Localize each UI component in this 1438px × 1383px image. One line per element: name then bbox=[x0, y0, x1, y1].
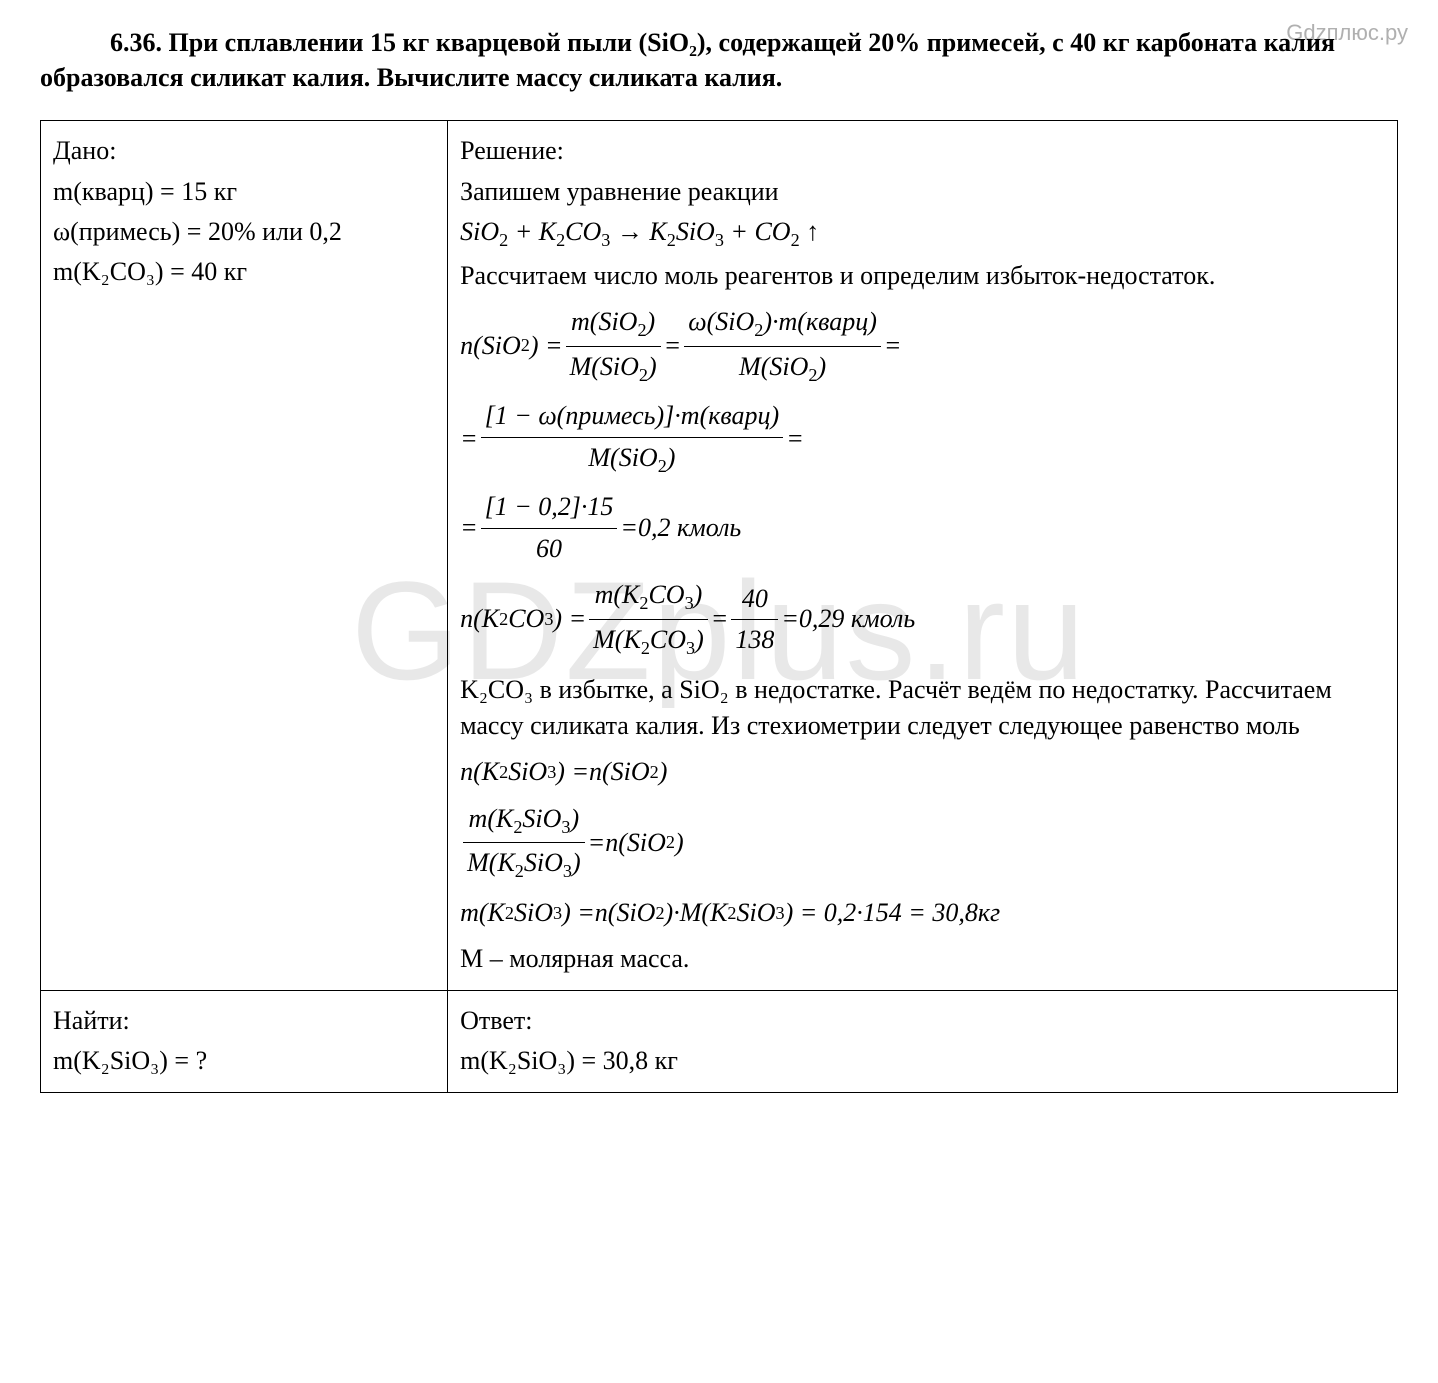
frac-num: 40 bbox=[731, 581, 778, 620]
find-line: m(K₂SiO₃) = ? bbox=[53, 1043, 435, 1079]
given-line: m(K₂CO₃) = 40 кг bbox=[53, 254, 435, 290]
problem-statement: 6.36. При сплавлении 15 кг кварцевой пыл… bbox=[40, 25, 1398, 95]
problem-text: При сплавлении 15 кг кварцевой пыли (SiO… bbox=[40, 28, 1335, 92]
given-line: ω(примесь) = 20% или 0,2 bbox=[53, 214, 435, 250]
solution-step: Рассчитаем число моль реагентов и опреде… bbox=[460, 258, 1385, 294]
find-cell: Найти: m(K₂SiO₃) = ? bbox=[41, 990, 448, 1092]
equation-impurity: = [1 − ω(примесь)]·m(кварц) M(SiO2) = bbox=[460, 398, 1385, 479]
result-value: 0,29 кмоль bbox=[799, 601, 915, 637]
solution-table: Дано: m(кварц) = 15 кг ω(примесь) = 20% … bbox=[40, 120, 1398, 1092]
equation-n-sio2: n(SiO2) = m(SiO2) M(SiO2) = ω(SiO2)·m(кв… bbox=[460, 304, 1385, 388]
result-value: 0,2 кмоль bbox=[638, 510, 741, 546]
answer-label: Ответ: bbox=[460, 1003, 1385, 1039]
given-line: m(кварц) = 15 кг bbox=[53, 174, 435, 210]
table-row: Дано: m(кварц) = 15 кг ω(примесь) = 20% … bbox=[41, 121, 1398, 991]
solution-step: K₂CO₃ в избытке, а SiO₂ в недостатке. Ра… bbox=[460, 672, 1385, 745]
equation-n-k2co3: n(K2CO3) = m(K2CO3) M(K2CO3) = 40 138 = … bbox=[460, 577, 1385, 661]
table-row: Найти: m(K₂SiO₃) = ? Ответ: m(K₂SiO₃) = … bbox=[41, 990, 1398, 1092]
frac-num: [1 − 0,2]·15 bbox=[481, 489, 618, 528]
frac-den: 138 bbox=[731, 620, 778, 658]
solution-label: Решение: bbox=[460, 133, 1385, 169]
reaction-equation: SiO2 + K2CO3 → K2SiO3 + CO2 ↑ bbox=[460, 214, 1385, 254]
given-cell: Дано: m(кварц) = 15 кг ω(примесь) = 20% … bbox=[41, 121, 448, 991]
equation-stoichiometry: n(K2SiO3) = n(SiO2) bbox=[460, 754, 1385, 790]
problem-number: 6.36. bbox=[110, 28, 162, 57]
answer-cell: Ответ: m(K₂SiO₃) = 30,8 кг bbox=[448, 990, 1398, 1092]
find-label: Найти: bbox=[53, 1003, 435, 1039]
solution-step: Запишем уравнение реакции bbox=[460, 174, 1385, 210]
answer-line: m(K₂SiO₃) = 30,8 кг bbox=[460, 1043, 1385, 1079]
equation-final-mass: m(K2SiO3) = n(SiO2)·M(K2SiO3) = 0,2·154 … bbox=[460, 895, 1385, 931]
given-label: Дано: bbox=[53, 133, 435, 169]
equation-numeric-sio2: = [1 − 0,2]·15 60 = 0,2 кмоль bbox=[460, 489, 1385, 567]
equation-mass-ratio: m(K2SiO3) M(K2SiO3) = n(SiO2) bbox=[460, 801, 1385, 885]
solution-step: M – молярная масса. bbox=[460, 941, 1385, 977]
solution-cell: Решение: Запишем уравнение реакции SiO2 … bbox=[448, 121, 1398, 991]
frac-den: 60 bbox=[481, 529, 618, 567]
